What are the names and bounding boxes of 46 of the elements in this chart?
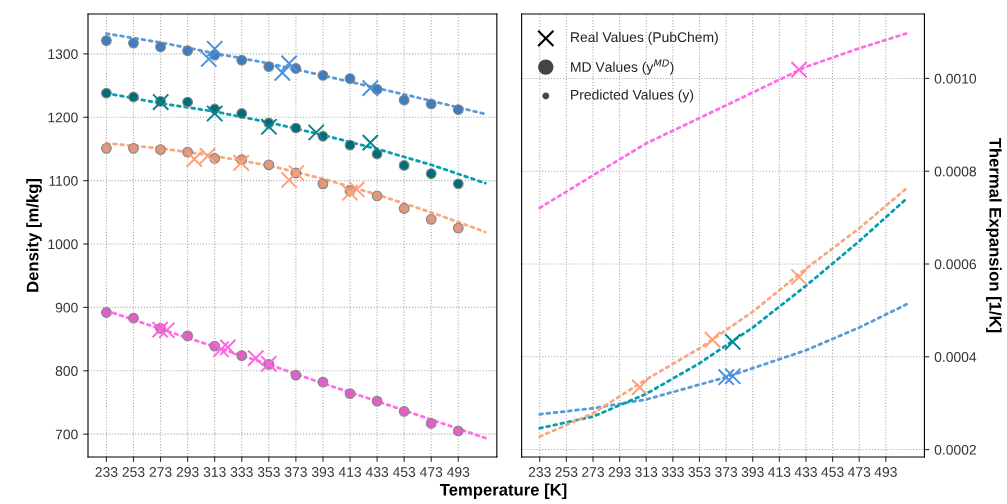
- x-tick-label: 353: [688, 467, 711, 477]
- x-tick-label: 413: [768, 467, 791, 477]
- x-tick-label: 493: [447, 467, 470, 477]
- x-tick-label: 253: [555, 467, 578, 477]
- x-tick-label: 373: [284, 467, 307, 477]
- y-tick-label: 1200: [48, 112, 78, 123]
- y-tick-label: 0.0004: [934, 352, 977, 362]
- y-tick-label: 0.0006: [934, 259, 977, 270]
- x-tick-label: 433: [365, 467, 389, 477]
- y-axis-title: Thermal Expansion [1/K]: [986, 137, 1002, 333]
- x-tick-label: 353: [257, 467, 280, 477]
- x-tick-label: 333: [661, 467, 684, 477]
- y-tick-label: 0.0008: [934, 166, 977, 177]
- y-tick-label: 0.0010: [934, 73, 977, 84]
- x-tick-label: 433: [794, 467, 817, 477]
- x-tick-label: 373: [715, 467, 738, 477]
- x-tick-label: 453: [392, 467, 416, 477]
- x-tick-label: 233: [95, 467, 118, 477]
- x-tick-label: 253: [122, 467, 145, 477]
- annotation: Predicted Values (y): [571, 89, 694, 103]
- annotation: MD Values (y$^{MD}$): [571, 59, 674, 75]
- x-tick-label: 233: [528, 467, 551, 477]
- x-tick-label: 393: [741, 467, 764, 477]
- x-tick-label: 473: [847, 467, 871, 477]
- y-tick-label: 0.0002: [934, 444, 976, 455]
- x-tick-label: 273: [149, 467, 172, 477]
- x-tick-label: 293: [176, 467, 199, 477]
- x-tick-label: 413: [338, 467, 361, 477]
- x-tick-label: 493: [874, 467, 897, 477]
- y-tick-label: 700: [55, 429, 78, 440]
- annotation: Real Values (PubChem): [571, 31, 718, 45]
- x-tick-label: 293: [608, 467, 631, 477]
- x-tick-label: 473: [419, 467, 443, 477]
- y-tick-label: 900: [55, 302, 78, 313]
- y-tick-label: 1100: [49, 175, 78, 186]
- x-tick-label: 333: [230, 467, 253, 477]
- x-tick-label: 393: [311, 467, 334, 477]
- x-axis-title: Temperature [K]: [439, 483, 567, 499]
- x-tick-label: 273: [582, 467, 604, 477]
- y-tick-label: 800: [55, 366, 78, 376]
- x-tick-label: 313: [203, 467, 226, 477]
- x-tick-label: 313: [635, 467, 658, 477]
- x-tick-label: 453: [821, 467, 844, 477]
- y-tick-label: 1000: [48, 239, 78, 250]
- y-tick-label: 1300: [48, 49, 78, 60]
- y-axis-title: Density [m/kg]: [26, 178, 42, 292]
